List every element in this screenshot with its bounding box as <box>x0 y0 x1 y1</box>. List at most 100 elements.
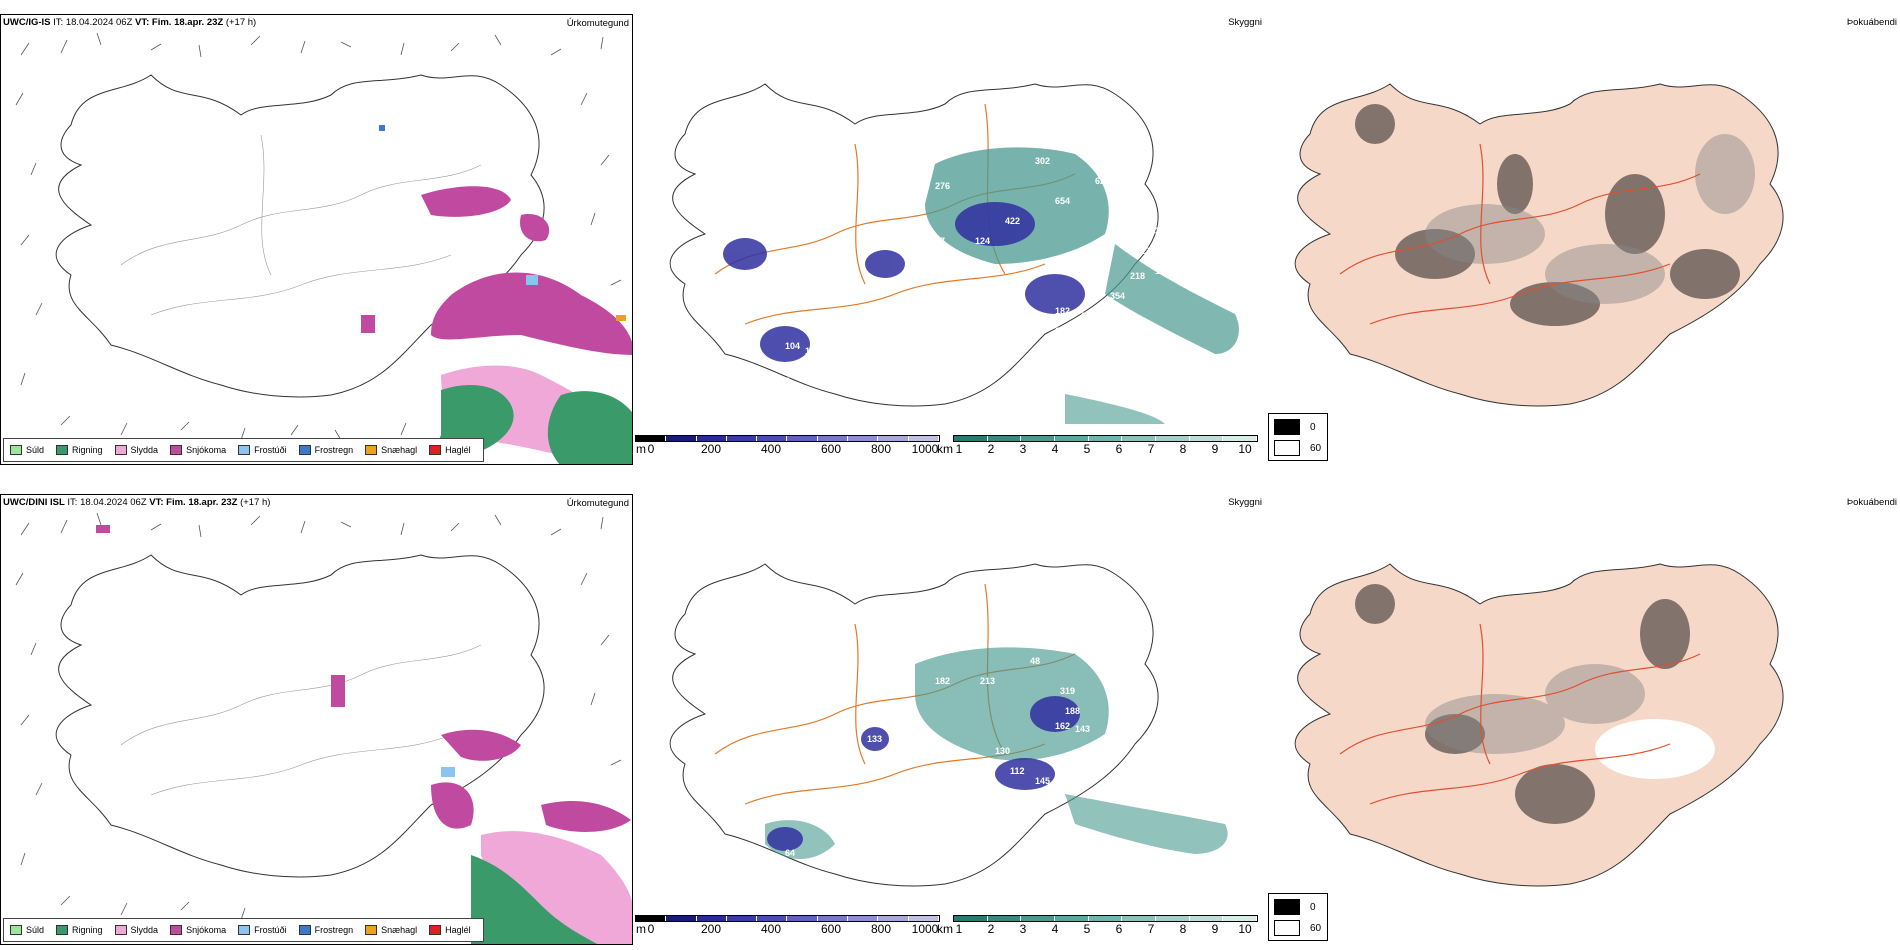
cloud-vis-map-2: 319 188 162 143 112 145 130 133 64 73 21… <box>669 563 1228 912</box>
iceland-outline <box>55 74 545 398</box>
visibility-tick: 2 <box>987 442 995 456</box>
legend-item-rigning: Rigning <box>56 925 103 935</box>
fog-map-panel-1: Þokuábendi <box>1265 14 1900 465</box>
cloud-base-colorbar-swatches <box>635 435 940 442</box>
visibility-tick: 8 <box>1179 922 1187 936</box>
visibility-unit: km <box>937 922 953 936</box>
colorbar-swatch <box>1156 436 1190 441</box>
fog-index-dark-areas <box>1355 584 1690 824</box>
precip-areas <box>96 525 632 944</box>
svg-text:742: 742 <box>1155 186 1170 196</box>
visibility-colorbar-swatches <box>953 435 1258 442</box>
legend-item-slydda: Slydda <box>114 925 158 935</box>
cloud-base-tick: 200 <box>700 922 722 936</box>
visibility-tick: 5 <box>1083 922 1091 936</box>
fog-panel-label: Þokuábendi <box>1846 17 1897 28</box>
cloud-base-unit: m <box>636 922 646 936</box>
svg-text:43: 43 <box>955 296 965 306</box>
svg-text:66: 66 <box>780 376 790 386</box>
cloud-panel-label: Skyggni <box>1228 497 1262 508</box>
legend-item-haglel: Haglél <box>429 925 471 935</box>
colorbar-swatch <box>1189 436 1224 441</box>
visibility-tick: 4 <box>1051 922 1059 936</box>
visibility-tick: 6 <box>1115 922 1123 936</box>
fog-key-black-row: 0 <box>1274 899 1316 915</box>
colorbar-swatch <box>848 916 879 921</box>
svg-text:218: 218 <box>1130 271 1145 281</box>
colorbar-swatch <box>1021 916 1056 921</box>
svg-text:143: 143 <box>1075 724 1090 734</box>
svg-text:130: 130 <box>995 746 1010 756</box>
visibility-tick: 9 <box>1211 922 1219 936</box>
iceland-outline <box>669 83 1159 407</box>
visibility-tick: 3 <box>1019 922 1027 936</box>
colorbar-swatch <box>987 916 1022 921</box>
fog-panel-label: Þokuábendi <box>1846 497 1897 508</box>
precip-type-map-1 <box>15 32 632 464</box>
precip-areas <box>361 125 632 464</box>
colorbar-swatch <box>1122 436 1157 441</box>
visibility-tick: 7 <box>1147 922 1155 936</box>
fog-index-mid-areas <box>1425 134 1755 304</box>
fog-key-1: 0 60 <box>1268 413 1328 461</box>
precip-panel-label: Úrkomutegund <box>566 18 629 29</box>
visibility-tick: 4 <box>1051 442 1059 456</box>
svg-text:586: 586 <box>1215 421 1230 431</box>
svg-text:102: 102 <box>1105 606 1120 616</box>
visibility-tick: 7 <box>1147 442 1155 456</box>
cloud-base-tick: 0 <box>647 922 655 936</box>
cloud-base-tick: 400 <box>760 442 782 456</box>
svg-text:124: 124 <box>975 236 990 246</box>
svg-text:319: 319 <box>1060 686 1075 696</box>
cloud-base-colorbar-swatches <box>635 915 940 922</box>
cloud-base-tick: 0 <box>647 442 655 456</box>
legend-item-slydda: Slydda <box>114 445 158 455</box>
colorbar-swatch <box>954 916 988 921</box>
fog-index-mid-areas <box>1425 664 1645 754</box>
visibility-tick: 9 <box>1211 442 1219 456</box>
fog-map-2 <box>1294 563 1784 887</box>
cloud-panel-label: Skyggni <box>1228 17 1262 28</box>
visibility-ticks: km 1 2 3 4 5 6 7 8 9 10 <box>937 922 1258 936</box>
colorbar-swatch <box>1223 916 1258 921</box>
cloud-base-tick: 600 <box>820 922 842 936</box>
svg-text:629: 629 <box>1180 221 1195 231</box>
colorbar-swatch <box>787 916 818 921</box>
iceland-outline <box>669 563 1159 887</box>
cloud-base-colorbar: m 0 200 400 600 800 1000 <box>635 915 940 936</box>
precip-type-map-2 <box>15 512 632 944</box>
colorbar-swatch <box>817 916 849 921</box>
cloud-base-tick: 200 <box>700 442 722 456</box>
peak-labels: 654 628 742 422 547 394 629 132 218 169 … <box>780 146 1230 431</box>
colorbar-swatch <box>1055 916 1089 921</box>
roads <box>120 134 482 316</box>
legend-item-suld: Súld <box>10 445 44 455</box>
cloud-base-ticks: m 0 200 400 600 800 1000 <box>635 442 940 456</box>
colorbar-swatch <box>1088 916 1123 921</box>
svg-text:115: 115 <box>1055 326 1070 336</box>
svg-text:188: 188 <box>1065 706 1080 716</box>
svg-text:628: 628 <box>1095 176 1110 186</box>
svg-text:547: 547 <box>1125 226 1140 236</box>
svg-text:354: 354 <box>1110 291 1125 301</box>
colorbar-swatch <box>908 436 939 441</box>
precip-type-map-panel-1: UWC/IG-IS IT: 18.04.2024 06Z VT: Fim. 18… <box>0 14 633 465</box>
cloud-vis-map-panel-2: 319 188 162 143 112 145 130 133 64 73 21… <box>635 494 1265 945</box>
precip-type-map-panel-2: UWC/DINI ISL IT: 18.04.2024 06Z VT: Fim.… <box>0 494 633 945</box>
colorbar-swatch <box>878 916 909 921</box>
peak-labels: 319 188 162 143 112 145 130 133 64 73 21… <box>785 606 1155 912</box>
visibility-tick: 10 <box>1238 922 1252 936</box>
precip-type-legend: Súld Rigning Slydda Snjókoma Frostúði Fr… <box>3 438 484 462</box>
colorbar-swatch <box>1189 916 1224 921</box>
visibility-tick: 2 <box>987 922 995 936</box>
visibility-tick: 1 <box>955 442 963 456</box>
legend-item-snjokoma: Snjókoma <box>170 925 226 935</box>
colorbar-swatch <box>757 436 788 441</box>
cloud-base-areas <box>723 202 1085 362</box>
visibility-tick: 6 <box>1115 442 1123 456</box>
colorbar-swatch <box>787 436 818 441</box>
fog-map-1 <box>1294 83 1784 407</box>
cloud-base-tick: 800 <box>870 442 892 456</box>
colorbar-swatch <box>636 436 667 441</box>
svg-text:276: 276 <box>935 181 950 191</box>
